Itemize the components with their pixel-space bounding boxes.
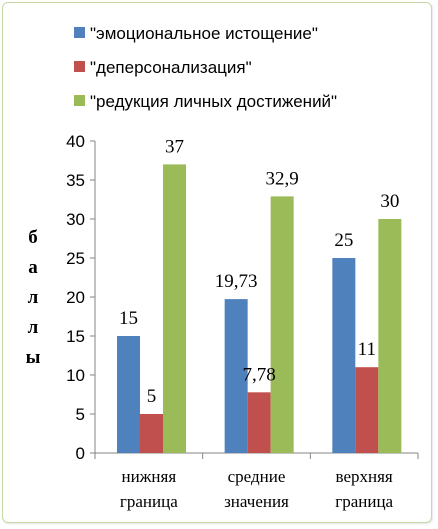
bar-series0-cat1: [224, 299, 248, 453]
chart-axes: 0 5 10 15 20 25 30 35 40 нижняя граница средние знач…: [66, 132, 419, 511]
bar-series1-cat2: [355, 367, 379, 453]
legend-swatch-2: [74, 95, 85, 106]
y-axis-label-letter: б: [28, 227, 38, 248]
data-label: 7,78: [243, 364, 276, 385]
bar-series2-cat2: [378, 219, 402, 453]
y-tick-label: 25: [66, 249, 85, 268]
bar-series0-cat2: [332, 258, 356, 453]
data-label: 37: [165, 136, 184, 157]
x-category-label: значения: [224, 492, 289, 511]
legend-label-0: "эмоциональное истощение": [90, 24, 318, 43]
data-label: 25: [334, 230, 353, 251]
data-label: 5: [147, 386, 157, 407]
bar-series1-cat1: [247, 392, 271, 453]
y-tick-label: 20: [66, 288, 85, 307]
legend-label-2: "редукция личных достижений": [90, 92, 337, 111]
y-axis-label-letter: л: [28, 317, 39, 338]
data-label: 30: [380, 191, 399, 212]
x-category-label: нижняя: [121, 467, 176, 486]
y-tick-label: 35: [66, 171, 85, 190]
y-tick-label: 40: [66, 132, 85, 151]
y-tick-label: 30: [66, 210, 85, 229]
legend-swatch-0: [74, 27, 85, 38]
y-axis-label-letter: л: [28, 287, 39, 308]
x-category-label: граница: [335, 492, 393, 511]
data-label: 11: [358, 339, 376, 360]
x-category-label: верхняя: [336, 467, 393, 486]
y-tick-label: 10: [66, 366, 85, 385]
bar-series0-cat0: [117, 336, 140, 453]
y-axis-label-letter: ы: [26, 347, 41, 368]
data-labels: 15 5 37 19,73 7,78 32,9 25 11 30: [119, 136, 399, 407]
bar-series2-cat1: [270, 196, 294, 453]
x-category-label: средние: [228, 467, 286, 486]
bar-series1-cat0: [140, 414, 163, 453]
chart-legend: "эмоциональное истощение" "деперсонализац…: [74, 24, 337, 111]
legend-swatch-1: [74, 61, 85, 72]
bar-series2-cat0: [163, 164, 186, 453]
data-label: 15: [119, 308, 138, 329]
chart-bars: [117, 164, 402, 453]
y-tick-label: 0: [76, 444, 85, 463]
y-tick-label: 5: [76, 405, 85, 424]
legend-label-1: "деперсонализация": [90, 58, 252, 77]
y-axis-label-letter: а: [28, 257, 38, 278]
data-label: 32,9: [266, 168, 299, 189]
x-category-label: граница: [120, 492, 178, 511]
y-tick-label: 15: [66, 327, 85, 346]
data-label: 19,73: [215, 271, 258, 292]
